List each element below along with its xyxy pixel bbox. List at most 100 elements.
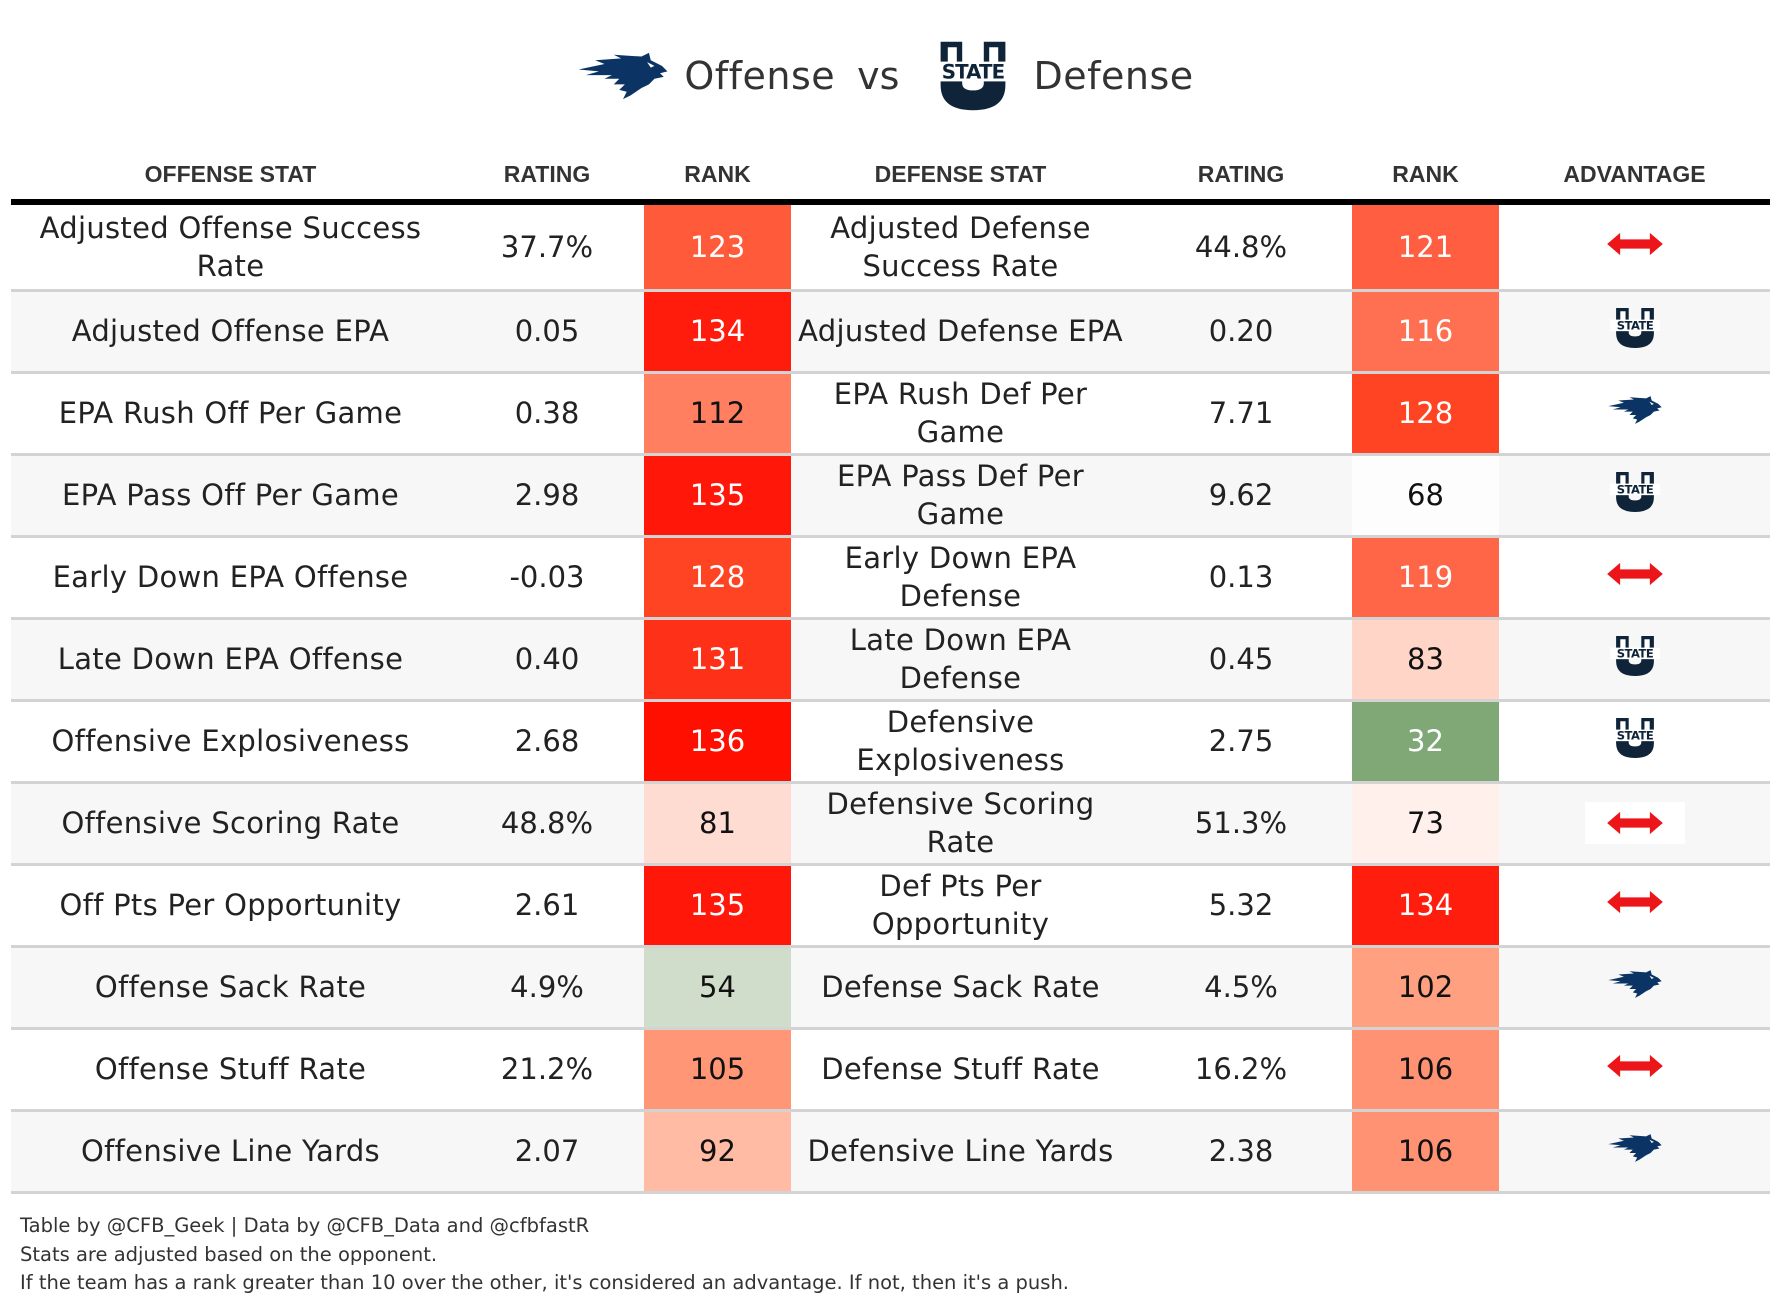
advantage-indicator xyxy=(1607,969,1663,999)
offense-stat: EPA Rush Off Per Game xyxy=(11,372,450,456)
advantage-cell xyxy=(1499,864,1770,948)
col-offense-rank: RANK xyxy=(644,150,791,205)
offense-stat: Offensive Line Yards xyxy=(11,1110,450,1194)
offense-rating: 0.05 xyxy=(450,290,644,374)
offense-label: Offense xyxy=(684,54,836,98)
offense-rank: 134 xyxy=(644,290,791,374)
chart-title: Offense vs Defense xyxy=(0,34,1770,118)
offense-stat: Offensive Explosiveness xyxy=(11,700,450,784)
defense-rating: 0.45 xyxy=(1130,618,1352,702)
defense-stat: Adjusted Defense EPA xyxy=(791,290,1130,374)
col-defense-rating: RATING xyxy=(1130,150,1352,205)
offense-stat: Early Down EPA Offense xyxy=(11,536,450,620)
offense-rank: 135 xyxy=(644,454,791,538)
advantage-cell xyxy=(1499,782,1770,866)
offense-stat: Adjusted Offense Success Rate xyxy=(11,202,450,292)
offense-stat: Late Down EPA Offense xyxy=(11,618,450,702)
table-row: Early Down EPA Offense -0.03 128 Early Down… xyxy=(11,536,1770,620)
advantage-indicator xyxy=(1608,471,1662,513)
defense-stat: Adjusted Defense Success Rate xyxy=(791,202,1130,292)
defense-stat: Defense Stuff Rate xyxy=(791,1028,1130,1112)
table-row: Adjusted Offense EPA 0.05 134 Adjusted Defe… xyxy=(11,290,1770,374)
defense-rating: 51.3% xyxy=(1130,782,1352,866)
offense-rank: 128 xyxy=(644,536,791,620)
advantage-indicator xyxy=(1607,889,1663,915)
table-row: Offensive Scoring Rate 48.8% 81 Defensive S… xyxy=(11,782,1770,866)
offense-stat: EPA Pass Off Per Game xyxy=(11,454,450,538)
advantage-indicator xyxy=(1608,635,1662,677)
offense-rating: 0.38 xyxy=(450,372,644,456)
advantage-cell xyxy=(1499,454,1770,538)
offense-rating: 48.8% xyxy=(450,782,644,866)
defense-stat: Defensive Explosiveness xyxy=(791,700,1130,784)
defense-rating: 0.20 xyxy=(1130,290,1352,374)
advantage-indicator xyxy=(1584,802,1685,844)
defense-rank: 106 xyxy=(1352,1110,1499,1194)
advantage-cell xyxy=(1499,700,1770,784)
utah-state-logo-icon xyxy=(1608,717,1662,759)
utah-state-logo-icon xyxy=(1608,635,1662,677)
table-row: EPA Rush Off Per Game 0.38 112 EPA Rush Def… xyxy=(11,372,1770,456)
offense-rank: 123 xyxy=(644,202,791,292)
offense-rank: 135 xyxy=(644,864,791,948)
advantage-indicator xyxy=(1608,717,1662,759)
advantage-cell xyxy=(1499,618,1770,702)
advantage-indicator xyxy=(1607,1053,1663,1079)
col-offense-stat: OFFENSE STAT xyxy=(11,150,450,205)
defense-rank: 106 xyxy=(1352,1028,1499,1112)
defense-rank: 121 xyxy=(1352,202,1499,292)
defense-stat: Defensive Line Yards xyxy=(791,1110,1130,1194)
nevada-wolf-pack-logo-icon xyxy=(1607,1133,1663,1163)
defense-stat: Defensive Scoring Rate xyxy=(791,782,1130,866)
defense-rank: 73 xyxy=(1352,782,1499,866)
offense-rating: 4.9% xyxy=(450,946,644,1030)
defense-rating: 5.32 xyxy=(1130,864,1352,948)
advantage-indicator xyxy=(1607,231,1663,257)
offense-rating: 2.07 xyxy=(450,1110,644,1194)
offense-stat: Offense Sack Rate xyxy=(11,946,450,1030)
nevada-wolf-pack-logo-icon xyxy=(576,51,670,101)
table-row: EPA Pass Off Per Game 2.98 135 EPA Pass Def… xyxy=(11,454,1770,538)
offense-rank: 54 xyxy=(644,946,791,1030)
footer-credit: Table by @CFB_Geek | Data by @CFB_Data a… xyxy=(20,1214,590,1237)
offense-stat: Offense Stuff Rate xyxy=(11,1028,450,1112)
matchup-table: OFFENSE STAT RATING RANK DEFENSE STAT RA… xyxy=(11,150,1770,1194)
table-row: Adjusted Offense Success Rate 37.7% 123 Adj… xyxy=(11,202,1770,292)
push-arrow-icon xyxy=(1607,1053,1663,1079)
footer-notes: Table by @CFB_Geek | Data by @CFB_Data a… xyxy=(20,1212,1069,1298)
defense-rating: 16.2% xyxy=(1130,1028,1352,1112)
offense-rank: 112 xyxy=(644,372,791,456)
nevada-wolf-pack-logo-icon xyxy=(1607,395,1663,425)
table-row: Offense Stuff Rate 21.2% 105 Defense Stuff … xyxy=(11,1028,1770,1112)
table-row: Late Down EPA Offense 0.40 131 Late Down EP… xyxy=(11,618,1770,702)
col-advantage: ADVANTAGE xyxy=(1499,150,1770,205)
push-arrow-icon xyxy=(1607,810,1663,836)
defense-rating: 0.13 xyxy=(1130,536,1352,620)
advantage-indicator xyxy=(1607,395,1663,425)
advantage-indicator xyxy=(1607,561,1663,587)
footer-note-adjusted: Stats are adjusted based on the opponent… xyxy=(20,1242,438,1266)
defense-rank: 68 xyxy=(1352,454,1499,538)
defense-stat: Early Down EPA Defense xyxy=(791,536,1130,620)
defense-stat: Def Pts Per Opportunity xyxy=(791,864,1130,948)
offense-rank: 136 xyxy=(644,700,791,784)
offense-stat: Off Pts Per Opportunity xyxy=(11,864,450,948)
table-row: Offense Sack Rate 4.9% 54 Defense Sack Rate… xyxy=(11,946,1770,1030)
advantage-cell xyxy=(1499,536,1770,620)
offense-rating: -0.03 xyxy=(450,536,644,620)
offense-rank: 131 xyxy=(644,618,791,702)
advantage-cell xyxy=(1499,290,1770,374)
utah-state-logo-icon xyxy=(927,40,1019,112)
defense-rating: 4.5% xyxy=(1130,946,1352,1030)
defense-rating: 44.8% xyxy=(1130,202,1352,292)
defense-rank: 116 xyxy=(1352,290,1499,374)
defense-rating: 7.71 xyxy=(1130,372,1352,456)
advantage-cell xyxy=(1499,202,1770,292)
defense-rating: 9.62 xyxy=(1130,454,1352,538)
offense-rating: 2.68 xyxy=(450,700,644,784)
table-row: Offensive Line Yards 2.07 92 Defensive Line… xyxy=(11,1110,1770,1194)
defense-stat: Defense Sack Rate xyxy=(791,946,1130,1030)
table-row: Offensive Explosiveness 2.68 136 Defensive … xyxy=(11,700,1770,784)
offense-rating: 37.7% xyxy=(450,202,644,292)
defense-stat: Late Down EPA Defense xyxy=(791,618,1130,702)
